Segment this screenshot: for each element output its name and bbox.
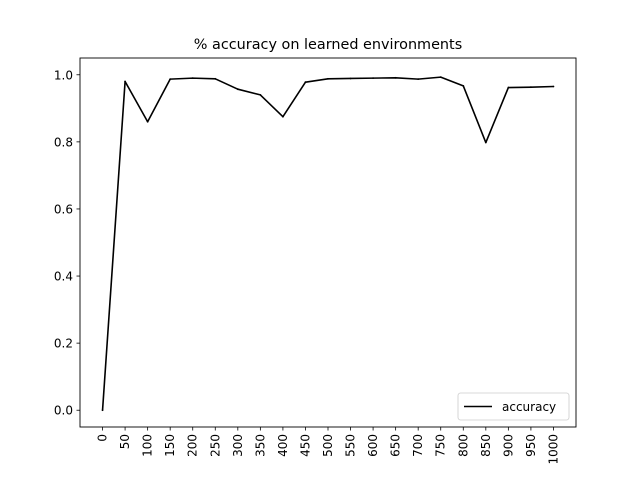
data-point [372,77,374,80]
series-line-accuracy [101,76,554,411]
x-tick-label: 50 [118,434,132,449]
x-tick-label: 250 [208,434,222,457]
data-point [282,115,284,118]
data-point [236,88,239,91]
data-point [304,81,307,84]
x-tick-label: 350 [253,434,267,457]
data-point [462,84,465,87]
legend: accuracy [457,392,570,421]
x-tick-label: 650 [389,434,403,457]
data-point [530,86,532,89]
data-point [191,77,194,80]
y-tick-label: 0.8 [54,135,73,149]
x-tick-label: 850 [479,434,493,457]
x-tick-label: 600 [366,434,380,457]
y-tick-label: 0.0 [54,404,73,418]
data-point [214,77,217,80]
y-tick-label: 0.4 [54,270,73,284]
data-point [124,80,126,83]
data-point [439,76,442,79]
x-tick-label: 950 [524,434,538,457]
x-tick-label: 200 [186,434,200,457]
x-tick-label: 1000 [546,434,560,465]
x-tick-label: 900 [501,434,515,457]
x-tick-label: 150 [163,434,177,457]
y-tick-label: 0.2 [54,337,73,351]
x-tick-label: 0 [96,434,110,442]
x-tick-label: 100 [141,434,155,457]
y-tick-label: 1.0 [54,68,73,82]
series-layer [101,76,555,412]
data-point [349,77,352,80]
x-tick-label: 550 [344,434,358,457]
x-tick-label: 700 [411,434,425,457]
data-point [146,120,149,123]
x-tick-label: 450 [298,434,312,457]
data-point [507,86,510,89]
data-point [259,94,262,96]
legend-label: accuracy [502,400,556,414]
data-point [484,141,487,144]
x-tick-label: 400 [276,434,290,457]
x-tick-label: 800 [456,434,470,457]
x-tick-label: 500 [321,434,335,457]
data-point [552,85,555,88]
plot-frame [79,57,577,428]
data-point [394,76,397,79]
x-tick-label: 300 [231,434,245,457]
data-point [417,78,420,81]
x-tick-label: 750 [434,434,448,457]
chart-title: % accuracy on learned environments [194,37,462,53]
data-point [327,77,329,80]
data-point [169,78,172,81]
legend-box [457,392,570,421]
x-axis: 0 50 100 150 200 250 300 350 400 450 500 550 600 650 7… [96,427,560,465]
y-axis: 0.0 0.2 0.4 0.6 0.8 1.0 [54,68,80,418]
y-tick-label: 0.6 [54,202,73,216]
data-point [101,409,104,412]
